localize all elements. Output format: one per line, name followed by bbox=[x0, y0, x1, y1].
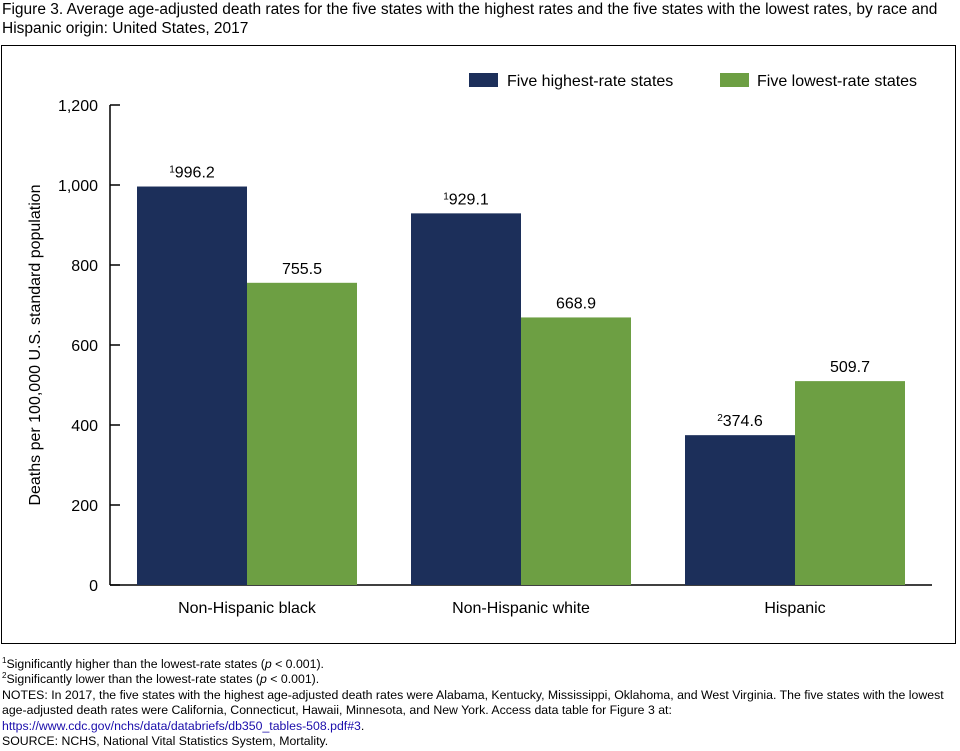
bar bbox=[795, 381, 905, 585]
footnotes: 1Significantly higher than the lowest-ra… bbox=[2, 655, 958, 749]
bar bbox=[137, 186, 247, 585]
y-tick-label: 400 bbox=[71, 418, 98, 435]
figure-title: Figure 3. Average age-adjusted death rat… bbox=[2, 1, 938, 37]
y-tick-label: 200 bbox=[71, 498, 98, 515]
y-tick-label: 1,200 bbox=[58, 98, 98, 115]
data-label: 2374.6 bbox=[717, 413, 763, 430]
bar bbox=[685, 435, 795, 585]
footnote-1: 1Significantly higher than the lowest-ra… bbox=[2, 655, 324, 671]
x-tick-label: Non-Hispanic black bbox=[178, 600, 317, 617]
data-label: 1929.1 bbox=[443, 191, 489, 208]
bar bbox=[247, 282, 357, 585]
chart-frame bbox=[1, 45, 956, 644]
notes-text: NOTES: In 2017, the five states with the… bbox=[2, 687, 944, 733]
data-table-link[interactable]: https://www.cdc.gov/nchs/data/databriefs… bbox=[2, 718, 361, 733]
bar bbox=[411, 213, 521, 586]
y-tick-label: 1,000 bbox=[58, 178, 98, 195]
legend-swatch bbox=[469, 73, 498, 87]
y-tick-label: 600 bbox=[71, 338, 98, 355]
data-label: 755.5 bbox=[282, 261, 322, 278]
x-tick-label: Hispanic bbox=[764, 600, 825, 617]
legend-swatch bbox=[720, 73, 749, 87]
source-text: SOURCE: NCHS, National Vital Statistics … bbox=[2, 734, 329, 749]
bar bbox=[521, 317, 631, 585]
y-tick-label: 800 bbox=[71, 258, 98, 275]
x-tick-label: Non-Hispanic white bbox=[452, 600, 590, 617]
data-label: 509.7 bbox=[830, 359, 870, 376]
legend-label: Five lowest-rate states bbox=[757, 73, 917, 90]
data-label: 1996.2 bbox=[169, 165, 215, 182]
data-label: 668.9 bbox=[556, 295, 596, 312]
footnote-2: 2Significantly lower than the lowest-rat… bbox=[2, 671, 320, 687]
y-tick-label: 0 bbox=[89, 578, 98, 595]
y-axis-label: Deaths per 100,000 U.S. standard populat… bbox=[27, 184, 44, 505]
legend-label: Five highest-rate states bbox=[507, 73, 673, 90]
